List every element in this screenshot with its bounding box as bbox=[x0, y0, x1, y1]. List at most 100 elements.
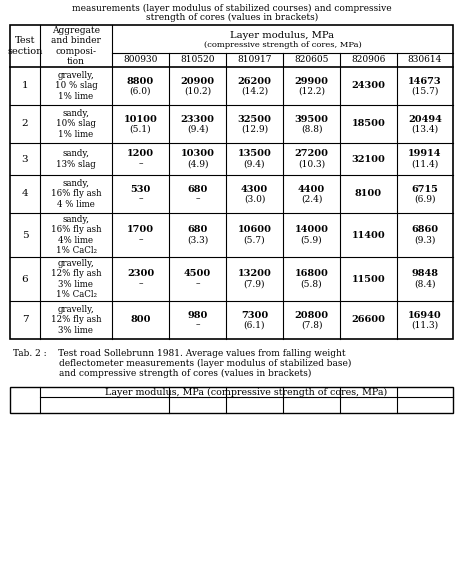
Text: 680: 680 bbox=[188, 225, 208, 235]
Text: 10300: 10300 bbox=[181, 149, 214, 158]
Text: (5.1): (5.1) bbox=[130, 125, 151, 133]
Text: 810917: 810917 bbox=[237, 55, 272, 65]
Text: (2.4): (2.4) bbox=[301, 194, 322, 204]
Text: –: – bbox=[195, 280, 200, 288]
Text: –: – bbox=[138, 236, 143, 244]
Text: 26600: 26600 bbox=[351, 316, 386, 324]
Bar bbox=[10, 25, 453, 339]
Text: 2300: 2300 bbox=[127, 269, 154, 279]
Text: (11.4): (11.4) bbox=[411, 160, 438, 169]
Text: 4: 4 bbox=[22, 189, 28, 198]
Text: sandy,
10% slag
1% lime: sandy, 10% slag 1% lime bbox=[56, 109, 96, 139]
Text: (3.0): (3.0) bbox=[244, 194, 265, 204]
Text: gravelly,
12% fly ash
3% lime
1% CaCl₂: gravelly, 12% fly ash 3% lime 1% CaCl₂ bbox=[51, 259, 101, 299]
Text: 820605: 820605 bbox=[294, 55, 329, 65]
Text: 32100: 32100 bbox=[351, 154, 385, 164]
Text: (6.0): (6.0) bbox=[130, 86, 151, 96]
Text: 2: 2 bbox=[22, 120, 28, 129]
Text: 27200: 27200 bbox=[294, 149, 329, 158]
Text: measurements (layer modulus of stabilized courses) and compressive: measurements (layer modulus of stabilize… bbox=[72, 3, 392, 13]
Text: (5.7): (5.7) bbox=[244, 236, 265, 244]
Text: Layer modulus, MPa (compressive strength of cores, MPa): Layer modulus, MPa (compressive strength… bbox=[106, 387, 388, 396]
Text: strength of cores (values in brackets): strength of cores (values in brackets) bbox=[146, 13, 318, 22]
Text: 20900: 20900 bbox=[181, 77, 214, 85]
Text: 14673: 14673 bbox=[408, 77, 442, 85]
Text: (7.9): (7.9) bbox=[244, 280, 265, 288]
Text: 18500: 18500 bbox=[351, 120, 385, 129]
Text: 680: 680 bbox=[188, 185, 208, 193]
Text: (10.2): (10.2) bbox=[184, 86, 211, 96]
Text: 800930: 800930 bbox=[123, 55, 158, 65]
Text: sandy,
16% fly ash
4 % lime: sandy, 16% fly ash 4 % lime bbox=[51, 179, 101, 209]
Text: 10100: 10100 bbox=[124, 114, 157, 124]
Text: (5.9): (5.9) bbox=[300, 236, 322, 244]
Text: 800: 800 bbox=[130, 316, 151, 324]
Text: 980: 980 bbox=[188, 311, 208, 320]
Text: –: – bbox=[195, 320, 200, 329]
Text: and compressive strength of cores (values in brackets): and compressive strength of cores (value… bbox=[13, 368, 312, 378]
Text: (9.3): (9.3) bbox=[414, 236, 436, 244]
Text: (6.9): (6.9) bbox=[414, 194, 436, 204]
Text: 820906: 820906 bbox=[351, 55, 386, 65]
Text: 5: 5 bbox=[22, 231, 28, 240]
Text: (15.7): (15.7) bbox=[411, 86, 438, 96]
Text: (8.4): (8.4) bbox=[414, 280, 436, 288]
Text: –: – bbox=[138, 280, 143, 288]
Text: 1: 1 bbox=[22, 81, 28, 90]
Text: 24300: 24300 bbox=[351, 81, 386, 90]
Text: Test
section: Test section bbox=[7, 36, 43, 55]
Text: –: – bbox=[138, 194, 143, 204]
Text: deflectometer measurements (layer modulus of stabilized base): deflectometer measurements (layer modulu… bbox=[13, 359, 351, 368]
Text: 39500: 39500 bbox=[294, 114, 329, 124]
Text: 4300: 4300 bbox=[241, 185, 268, 193]
Text: 26200: 26200 bbox=[238, 77, 271, 85]
Text: 1700: 1700 bbox=[127, 225, 154, 235]
Text: 13500: 13500 bbox=[238, 149, 271, 158]
Text: (5.8): (5.8) bbox=[300, 280, 322, 288]
Text: 20494: 20494 bbox=[408, 114, 442, 124]
Text: 3: 3 bbox=[22, 154, 28, 164]
Text: –: – bbox=[195, 194, 200, 204]
Text: (14.2): (14.2) bbox=[241, 86, 268, 96]
Text: (12.2): (12.2) bbox=[298, 86, 325, 96]
Text: (3.3): (3.3) bbox=[187, 236, 208, 244]
Text: 32500: 32500 bbox=[238, 114, 271, 124]
Text: –: – bbox=[138, 160, 143, 169]
Text: 6860: 6860 bbox=[412, 225, 438, 235]
Text: 1200: 1200 bbox=[127, 149, 154, 158]
Text: (11.3): (11.3) bbox=[412, 320, 438, 329]
Text: (9.4): (9.4) bbox=[244, 160, 265, 169]
Text: 16940: 16940 bbox=[408, 311, 442, 320]
Text: 11500: 11500 bbox=[351, 275, 385, 284]
Text: 13200: 13200 bbox=[238, 269, 271, 279]
Text: 7: 7 bbox=[22, 316, 28, 324]
Bar bbox=[10, 387, 453, 413]
Text: 4500: 4500 bbox=[184, 269, 211, 279]
Text: 23300: 23300 bbox=[181, 114, 214, 124]
Text: gravelly,
12% fly ash
3% lime: gravelly, 12% fly ash 3% lime bbox=[51, 305, 101, 335]
Text: 14000: 14000 bbox=[294, 225, 329, 235]
Text: sandy,
16% fly ash
4% lime
1% CaCl₂: sandy, 16% fly ash 4% lime 1% CaCl₂ bbox=[51, 215, 101, 255]
Text: 6715: 6715 bbox=[412, 185, 438, 193]
Text: 29900: 29900 bbox=[294, 77, 329, 85]
Text: (6.1): (6.1) bbox=[244, 320, 265, 329]
Text: gravelly,
10 % slag
1% lime: gravelly, 10 % slag 1% lime bbox=[55, 71, 97, 101]
Text: 10600: 10600 bbox=[238, 225, 271, 235]
Text: (10.3): (10.3) bbox=[298, 160, 325, 169]
Text: 8100: 8100 bbox=[355, 189, 382, 198]
Text: 16800: 16800 bbox=[294, 269, 328, 279]
Text: Layer modulus, MPa: Layer modulus, MPa bbox=[231, 31, 335, 41]
Text: sandy,
13% slag: sandy, 13% slag bbox=[56, 149, 96, 169]
Text: 4400: 4400 bbox=[298, 185, 325, 193]
Text: 9848: 9848 bbox=[412, 269, 438, 279]
Text: 810520: 810520 bbox=[180, 55, 215, 65]
Text: 11400: 11400 bbox=[351, 231, 385, 240]
Text: (4.9): (4.9) bbox=[187, 160, 208, 169]
Text: 830614: 830614 bbox=[408, 55, 442, 65]
Text: 8800: 8800 bbox=[127, 77, 154, 85]
Text: (12.9): (12.9) bbox=[241, 125, 268, 133]
Text: 530: 530 bbox=[130, 185, 150, 193]
Text: Tab. 2 :    Test road Sollebrunn 1981. Average values from falling weight: Tab. 2 : Test road Sollebrunn 1981. Aver… bbox=[13, 348, 345, 358]
Text: 7300: 7300 bbox=[241, 311, 268, 320]
Text: (13.4): (13.4) bbox=[412, 125, 438, 133]
